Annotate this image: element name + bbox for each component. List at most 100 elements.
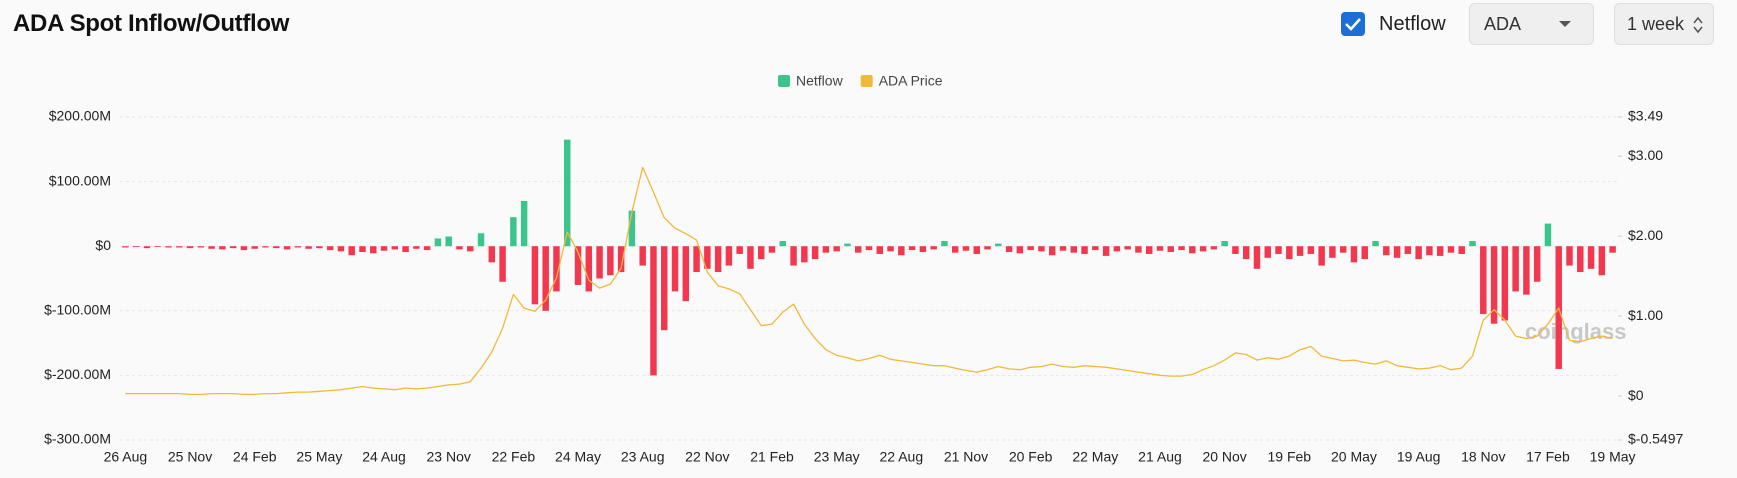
bar [941,241,948,247]
bar [520,200,528,247]
x-tick-label: 21 Aug [1138,449,1182,465]
bar [176,246,183,248]
x-tick-label: 24 Feb [233,449,277,465]
bar [445,236,452,247]
bar [1480,246,1487,315]
check-icon [1345,18,1361,31]
bar [251,246,258,249]
bar [262,246,269,248]
bar [283,246,291,250]
bar [1490,246,1498,324]
bar [477,233,485,247]
bar [1210,246,1218,250]
bar [1350,246,1358,263]
y-tick-label: $100.00M [49,172,111,188]
bar [650,246,657,376]
bar [1189,246,1196,254]
bar [542,246,549,311]
bar [757,246,765,260]
bar [1469,241,1476,247]
y-tick-label: $-100.00M [44,302,111,318]
y2-tick-label: $-0.5497 [1628,431,1683,447]
bar [574,246,582,285]
y-tick-label: $-200.00M [44,366,111,382]
bar [1232,246,1239,254]
bar [1566,246,1573,266]
bar [1092,246,1099,251]
bar [1329,246,1336,258]
x-tick-label: 19 Feb [1268,449,1312,465]
x-tick-label: 23 Aug [621,449,665,465]
bar [208,246,215,249]
bar [779,241,787,247]
bar [854,246,862,253]
bar [380,246,388,251]
bar [564,139,571,247]
bar [1016,246,1024,254]
x-tick-label: 19 May [1590,449,1636,465]
bar [661,246,668,331]
legend-label: Netflow [796,73,844,89]
bar [1027,246,1034,251]
bar [898,246,905,256]
bar [423,246,431,251]
interval-select[interactable]: 1 week [1614,3,1714,45]
netflow-checkbox[interactable] [1341,12,1365,36]
bar [1275,246,1282,254]
bar [1318,246,1325,266]
bar [122,246,129,248]
y2-tick-label: $0 [1628,387,1644,403]
bar [725,246,733,266]
bar [876,246,884,254]
x-tick-label: 20 Feb [1009,449,1053,465]
bar [240,246,248,251]
bar [1178,246,1185,251]
bar [617,246,625,273]
bar [1221,241,1228,247]
bar [1458,246,1465,254]
bar [370,246,377,254]
bar [434,238,442,247]
asset-select[interactable]: ADA [1469,3,1594,45]
interval-value: 1 week [1627,14,1685,34]
bar [596,246,603,279]
asset-value: ADA [1484,14,1522,34]
checkbox-label[interactable]: Netflow [1379,13,1446,35]
bar [1081,246,1088,254]
bar [1533,246,1541,282]
bar [822,246,830,253]
bar [607,246,614,276]
bar [1426,246,1433,256]
y2-tick-label: $3.00 [1628,147,1663,163]
bar [391,246,399,250]
bar [919,246,927,253]
bar [402,246,409,253]
bar [1253,246,1261,269]
x-tick-label: 22 Aug [880,449,924,465]
bar [714,246,722,273]
bar [951,246,959,253]
bar [359,246,366,253]
bar [962,246,970,251]
y-tick-label: $-300.00M [44,431,111,447]
bar [1501,246,1509,321]
bar [1383,246,1390,256]
bar [413,246,420,249]
bar [1113,246,1121,252]
bar [1005,246,1013,253]
bar [165,246,172,248]
bar [1286,246,1293,260]
bar [1156,246,1164,251]
x-tick-label: 24 May [555,449,601,465]
y2-tick-label: $1.00 [1628,307,1663,323]
bar [499,246,506,282]
bar [1307,246,1315,254]
bar [1059,246,1067,251]
bar [1242,246,1250,260]
x-tick-label: 24 Aug [362,449,406,465]
bar [305,246,312,249]
bar [553,246,560,292]
bar [510,217,517,247]
